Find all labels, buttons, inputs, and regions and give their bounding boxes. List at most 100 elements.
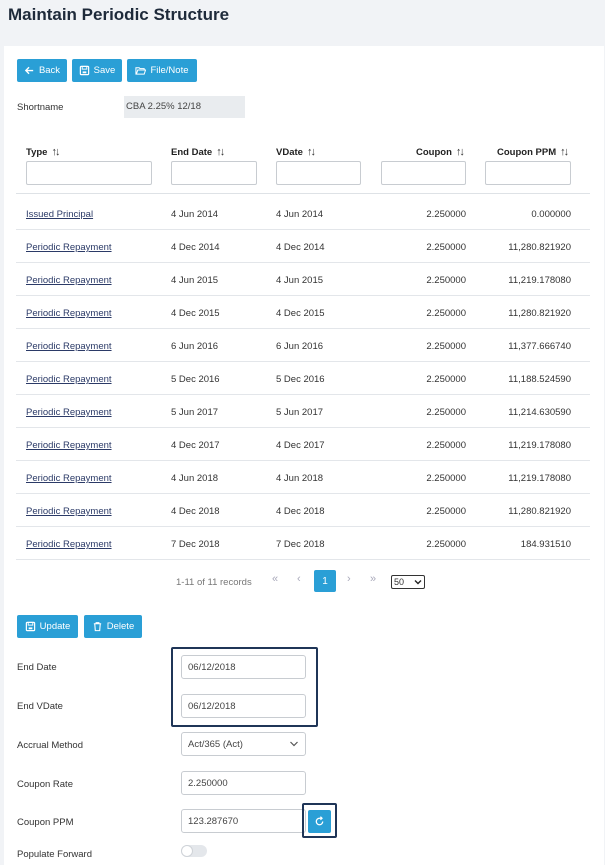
coupon-ppm-filter-input[interactable] [485, 161, 571, 185]
column-header-type-label: Type [26, 146, 48, 158]
shortname-value: CBA 2.25% 12/18 [124, 96, 245, 118]
row-coupon-ppm: 11,280.821920 [508, 506, 571, 517]
row-vdate: 5 Jun 2017 [276, 407, 324, 418]
column-header-type[interactable]: Type ↑↓ [26, 146, 60, 158]
row-coupon: 2.250000 [426, 440, 466, 451]
trash-icon [93, 622, 101, 632]
sort-icon: ↑↓ [216, 146, 225, 158]
vdate-filter-input[interactable] [276, 161, 361, 185]
row-type-link[interactable]: Issued Principal [26, 209, 94, 220]
column-header-coupon-ppm[interactable]: Coupon PPM ↑↓ [497, 146, 569, 158]
row-vdate: 4 Dec 2017 [276, 440, 325, 451]
table-row: Issued Principal 4 Jun 2014 4 Jun 2014 2… [16, 197, 590, 230]
column-header-vdate[interactable]: VDate ↑↓ [276, 146, 316, 158]
delete-button[interactable]: Delete [84, 615, 142, 638]
table-row: Periodic Repayment 6 Jun 2016 6 Jun 2016… [16, 329, 590, 362]
populate-forward-label: Populate Forward [17, 849, 92, 860]
row-vdate: 4 Jun 2018 [276, 473, 324, 484]
end-date-field[interactable]: 06/12/2018 [181, 655, 306, 679]
row-vdate: 4 Jun 2015 [276, 275, 324, 286]
table-row: Periodic Repayment 7 Dec 2018 7 Dec 2018… [16, 527, 590, 560]
coupon-ppm-field[interactable]: 123.287670 [181, 809, 306, 833]
row-type-link[interactable]: Periodic Repayment [26, 473, 112, 484]
row-end-date: 4 Jun 2014 [171, 209, 219, 220]
last-page-icon[interactable]: » [370, 573, 377, 585]
refresh-highlight [302, 803, 337, 838]
row-type-link[interactable]: Periodic Repayment [26, 275, 112, 286]
row-type-link[interactable]: Periodic Repayment [26, 407, 112, 418]
chevron-down-icon [414, 580, 422, 585]
sort-icon: ↑↓ [455, 146, 465, 158]
sort-icon: ↑↓ [306, 146, 316, 158]
file-note-button[interactable]: File/Note [127, 59, 197, 82]
table-header-divider [16, 193, 590, 194]
sort-icon: ↑↓ [51, 146, 60, 158]
row-coupon: 2.250000 [426, 308, 466, 319]
row-type-link[interactable]: Periodic Repayment [26, 242, 112, 253]
table-row: Periodic Repayment 4 Dec 2017 4 Dec 2017… [16, 428, 590, 461]
sort-icon: ↑↓ [560, 146, 569, 158]
refresh-button[interactable] [308, 810, 331, 833]
row-end-date: 4 Jun 2018 [171, 473, 219, 484]
page-size-select[interactable]: 50 [391, 575, 425, 589]
row-coupon-ppm: 11,219.178080 [508, 275, 571, 286]
row-coupon: 2.250000 [426, 539, 466, 550]
coupon-rate-label: Coupon Rate [17, 779, 73, 790]
first-page-icon[interactable]: « [272, 573, 279, 585]
row-vdate: 4 Jun 2014 [276, 209, 324, 220]
row-type-link[interactable]: Periodic Repayment [26, 506, 112, 517]
save-button[interactable]: Save [72, 59, 122, 82]
page-title: Maintain Periodic Structure [8, 5, 230, 24]
row-coupon-ppm: 11,280.821920 [508, 242, 571, 253]
prev-page-icon[interactable]: ‹ [297, 573, 301, 585]
pagination-info: 1-11 of 11 records [176, 577, 252, 588]
row-coupon-ppm: 11,219.178080 [508, 440, 571, 451]
end-date-filter-input[interactable] [171, 161, 257, 185]
row-end-date: 7 Dec 2018 [171, 539, 220, 550]
row-type-link[interactable]: Periodic Repayment [26, 539, 112, 550]
end-vdate-field[interactable]: 06/12/2018 [181, 694, 306, 718]
table-row: Periodic Repayment 5 Jun 2017 5 Jun 2017… [16, 395, 590, 428]
row-type-link[interactable]: Periodic Repayment [26, 440, 112, 451]
update-button[interactable]: Update [17, 615, 78, 638]
table-row: Periodic Repayment 4 Dec 2018 4 Dec 2018… [16, 494, 590, 527]
save-button-label: Save [93, 65, 116, 76]
accrual-method-select[interactable]: Act/365 (Act) [181, 732, 306, 756]
row-coupon-ppm: 11,214.630590 [508, 407, 571, 418]
row-type-link[interactable]: Periodic Repayment [26, 341, 112, 352]
page-size-value: 50 [394, 577, 405, 587]
row-type-link[interactable]: Periodic Repayment [26, 308, 112, 319]
row-vdate: 7 Dec 2018 [276, 539, 325, 550]
column-header-coupon[interactable]: Coupon ↑↓ [416, 146, 465, 158]
row-coupon: 2.250000 [426, 275, 466, 286]
accrual-method-value: Act/365 (Act) [188, 738, 243, 750]
column-header-coupon-ppm-label: Coupon PPM [497, 146, 557, 158]
populate-forward-toggle[interactable] [181, 845, 207, 857]
row-coupon-ppm: 11,188.524590 [508, 374, 571, 385]
coupon-filter-input[interactable] [381, 161, 466, 185]
update-button-label: Update [39, 621, 71, 632]
column-header-end-date[interactable]: End Date ↑↓ [171, 146, 225, 158]
row-coupon-ppm: 184.931510 [520, 539, 571, 550]
refresh-icon [315, 816, 324, 826]
back-button[interactable]: Back [17, 59, 67, 82]
file-note-button-label: File/Note [150, 65, 189, 76]
row-coupon: 2.250000 [426, 374, 466, 385]
row-vdate: 6 Jun 2016 [276, 341, 324, 352]
folder-open-icon [135, 67, 147, 75]
page-button-current[interactable]: 1 [314, 570, 336, 592]
row-coupon: 2.250000 [426, 506, 466, 517]
row-vdate: 4 Dec 2018 [276, 506, 325, 517]
next-page-icon[interactable]: › [347, 573, 351, 585]
delete-button-label: Delete [106, 621, 135, 632]
row-type-link[interactable]: Periodic Repayment [26, 374, 112, 385]
row-vdate: 4 Dec 2015 [276, 308, 325, 319]
table-row: Periodic Repayment 4 Dec 2015 4 Dec 2015… [16, 296, 590, 329]
date-fields-highlight [171, 647, 318, 727]
accrual-method-label: Accrual Method [17, 740, 84, 751]
row-coupon: 2.250000 [426, 209, 466, 220]
type-filter-input[interactable] [26, 161, 152, 185]
coupon-rate-field[interactable]: 2.250000 [181, 771, 306, 795]
row-vdate: 5 Dec 2016 [276, 374, 325, 385]
row-coupon-ppm: 0.000000 [531, 209, 571, 220]
